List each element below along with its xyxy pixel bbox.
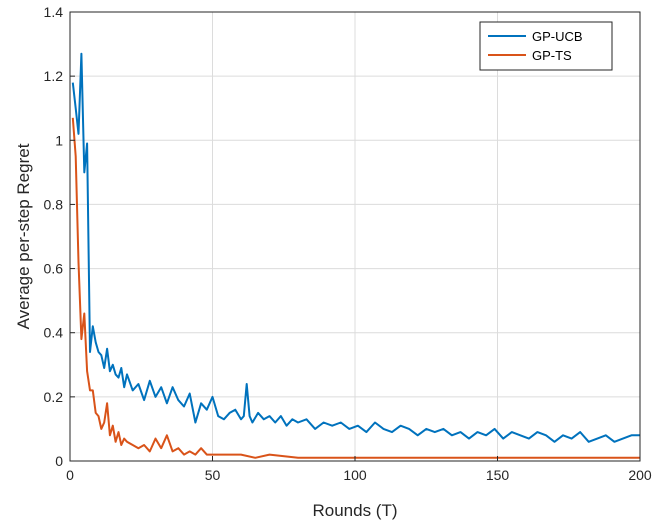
series-line-gp-ucb — [71, 52, 640, 443]
series-layer — [71, 52, 640, 459]
y-tick-label: 0.6 — [44, 261, 64, 277]
series-line-gp-ts — [71, 117, 640, 459]
y-tick-label: 0.4 — [44, 325, 64, 341]
legend-label: GP-TS — [532, 48, 572, 63]
x-tick-label: 150 — [486, 467, 510, 483]
y-tick-label: 0.8 — [44, 196, 64, 212]
x-tick-label: 200 — [628, 467, 652, 483]
legend: GP-UCB GP-TS — [479, 21, 613, 71]
legend-label: GP-UCB — [532, 29, 583, 44]
x-tick-label: 50 — [205, 467, 221, 483]
y-tick-label: 1.4 — [44, 4, 64, 20]
x-tick-label: 100 — [343, 467, 367, 483]
y-tick-label: 0.2 — [44, 389, 64, 405]
x-tick-label: 0 — [66, 467, 74, 483]
y-tick-label: 1 — [55, 132, 63, 148]
y-axis-label: Average per-step Regret — [14, 143, 33, 329]
tick-labels: 0 50 100 150 200 0 0.2 0.4 0.6 0.8 1 1.2 1.4 — [44, 4, 652, 483]
y-tick-label: 0 — [55, 453, 63, 469]
x-axis-label: Rounds (T) — [312, 501, 397, 520]
legend-box — [479, 21, 613, 71]
grid — [69, 11, 641, 462]
y-tick-label: 1.2 — [44, 68, 64, 84]
